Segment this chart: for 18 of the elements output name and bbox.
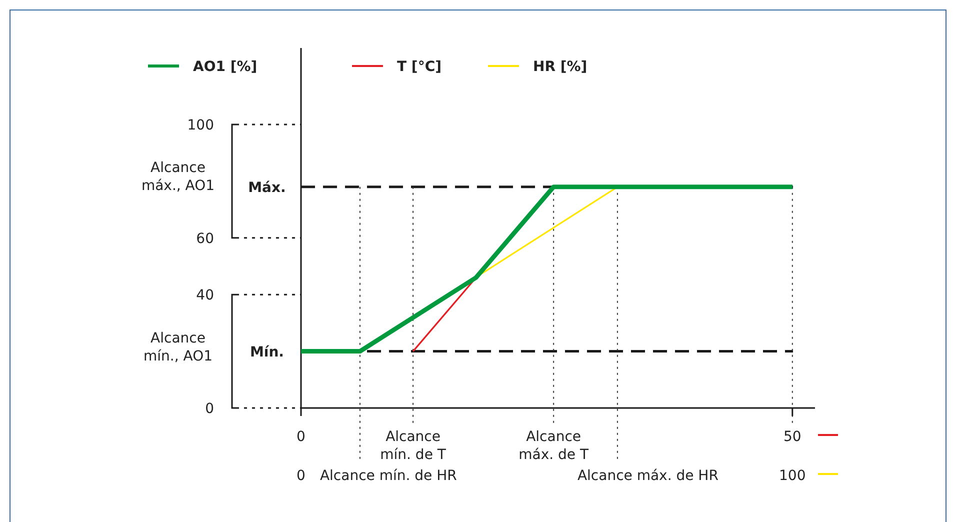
x2-tick-label: 100 — [779, 468, 806, 484]
y-tick-label: 0 — [205, 401, 214, 417]
ref-line-label: Alcance máx. de HR — [577, 468, 719, 484]
legend-label: HR [%] — [533, 59, 588, 75]
legend-label: AO1 [%] — [193, 59, 258, 75]
ref-line-label: Alcance mín. de HR — [320, 468, 458, 484]
ref-line-label: Alcance máx. de T — [518, 429, 589, 463]
x-tick-label: 50 — [783, 429, 802, 445]
ref-line-label: Mín. — [250, 344, 284, 360]
y-tick-label: 60 — [196, 230, 214, 247]
y-tick-label: 40 — [196, 288, 214, 304]
y-tick-label: 100 — [187, 118, 214, 134]
text: Alcance mín., AO1 — [143, 330, 213, 364]
text: Alcance máx., AO1 — [141, 160, 215, 194]
ref-line-label: Alcance mín. de T — [380, 429, 446, 463]
legend-label: T [°C] — [397, 59, 442, 75]
ref-line-label: Máx. — [248, 180, 286, 196]
x2-tick-label: 0 — [296, 468, 306, 484]
